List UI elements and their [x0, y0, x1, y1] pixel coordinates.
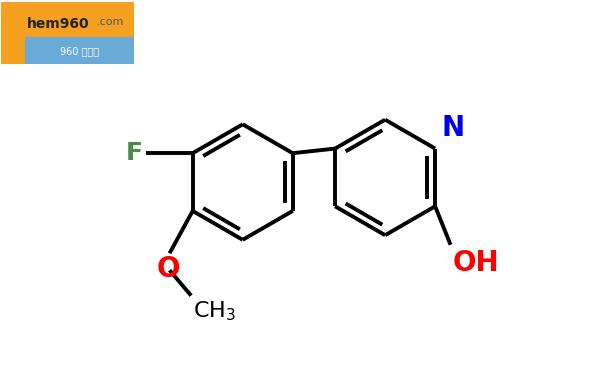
Text: 960 化工网: 960 化工网 — [59, 46, 99, 56]
Text: O: O — [156, 255, 180, 283]
Text: F: F — [126, 141, 143, 165]
Text: N: N — [441, 114, 465, 142]
Text: C: C — [3, 20, 24, 48]
Text: CH$_3$: CH$_3$ — [192, 300, 236, 323]
Text: OH: OH — [453, 249, 500, 277]
Text: .com: .com — [96, 17, 124, 27]
Bar — [25, 38, 134, 64]
Text: hem960: hem960 — [27, 17, 90, 32]
